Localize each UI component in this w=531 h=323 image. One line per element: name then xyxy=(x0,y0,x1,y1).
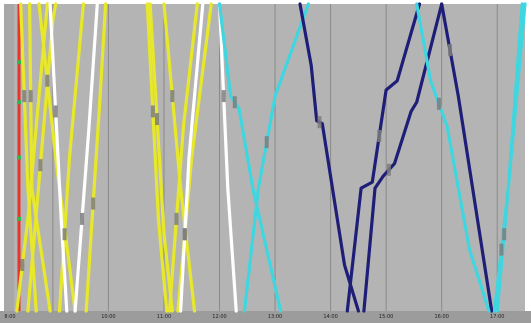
train-path-7 xyxy=(48,2,69,313)
station-marker-0 xyxy=(17,216,21,221)
x-tick-label-4: 13:00 xyxy=(268,314,282,320)
train-path-11 xyxy=(162,2,197,313)
train-path-21 xyxy=(440,2,494,313)
train-tag-11 xyxy=(170,90,175,103)
train-tag-23 xyxy=(499,243,504,256)
train-tag-4 xyxy=(62,228,67,241)
train-tag-17 xyxy=(264,136,269,149)
axis-strip xyxy=(0,311,531,323)
train-tag-21 xyxy=(448,44,453,57)
train-path-6 xyxy=(84,2,108,313)
train-tag-19 xyxy=(386,163,391,176)
train-tag-7 xyxy=(53,105,58,118)
train-path-19 xyxy=(362,2,444,313)
station-marker-3 xyxy=(17,60,21,65)
train-tag-20 xyxy=(377,130,382,143)
train-tag-3 xyxy=(38,159,43,172)
x-tick-label-7: 16:00 xyxy=(434,314,448,320)
train-tag-8 xyxy=(80,212,85,225)
train-tag-1 xyxy=(28,90,33,103)
x-tick-label-6: 15:00 xyxy=(379,314,393,320)
train-path-8 xyxy=(73,2,99,313)
station-column xyxy=(4,4,14,311)
train-tag-24 xyxy=(502,228,507,241)
train-path-9 xyxy=(145,2,169,313)
train-path-2 xyxy=(15,2,49,313)
train-tag-16 xyxy=(232,96,237,109)
train-path-12 xyxy=(167,2,199,313)
x-tick-label-5: 14:00 xyxy=(323,314,337,320)
train-path-24 xyxy=(495,2,527,313)
train-tag-22 xyxy=(436,97,441,110)
train-tag-0 xyxy=(22,90,27,103)
train-path-0 xyxy=(19,2,38,313)
train-path-14 xyxy=(179,2,205,313)
train-tag-12 xyxy=(174,212,179,225)
train-path-3 xyxy=(26,2,58,313)
train-tag-5 xyxy=(45,74,50,87)
train-path-10 xyxy=(148,2,174,313)
station-marker-2 xyxy=(17,100,21,105)
train-tag-6 xyxy=(91,197,96,210)
train-tag-15 xyxy=(221,90,226,103)
train-path-16 xyxy=(217,2,283,313)
train-tag-9 xyxy=(150,105,155,118)
x-tick-label-1: 10:00 xyxy=(101,314,115,320)
x-tick-label-0: 8:00 xyxy=(4,314,15,320)
x-tick-label-2: 11:00 xyxy=(157,314,171,320)
train-path-15 xyxy=(217,2,238,313)
station-marker-1 xyxy=(17,155,21,160)
train-tag-2 xyxy=(20,258,25,271)
train-path-5 xyxy=(37,2,77,313)
x-tick-label-8: 17:00 xyxy=(490,314,504,320)
train-tag-18 xyxy=(317,116,322,129)
train-tag-10 xyxy=(155,113,160,126)
x-tick-label-3: 12:00 xyxy=(212,314,226,320)
train-tag-14 xyxy=(182,228,187,241)
train-path-22 xyxy=(415,2,491,313)
